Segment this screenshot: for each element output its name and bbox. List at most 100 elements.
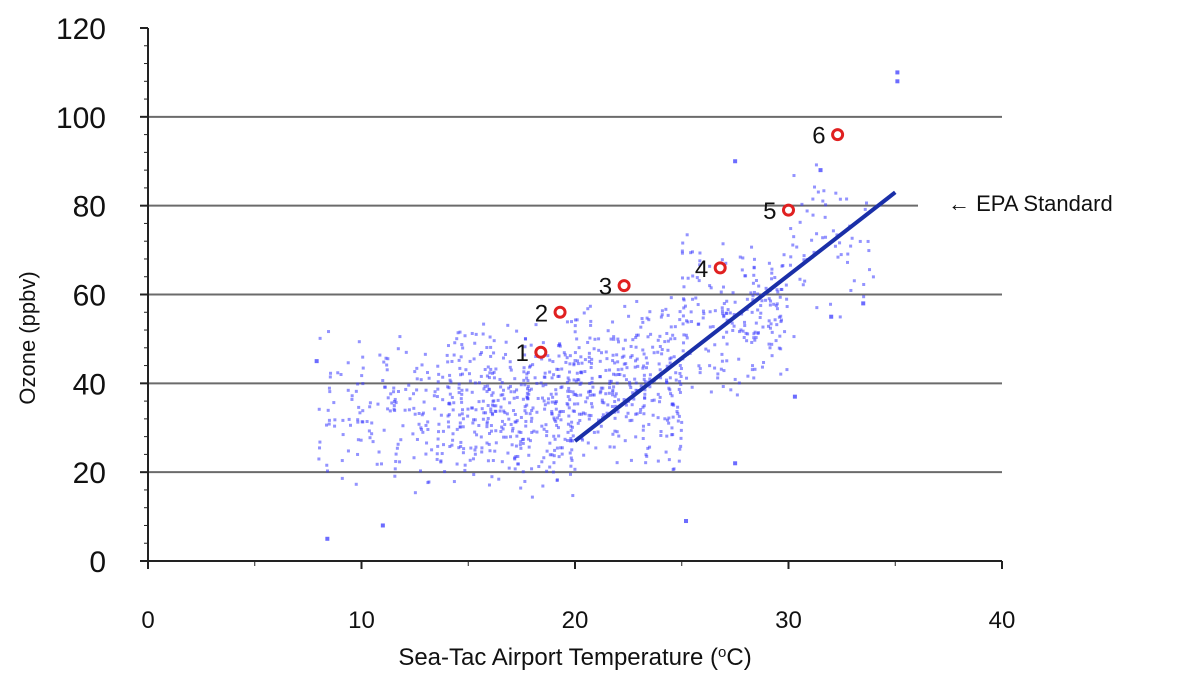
scatter-point — [678, 390, 682, 394]
scatter-point — [590, 405, 594, 409]
scatter-point — [733, 461, 738, 466]
scatter-point — [569, 320, 573, 324]
scatter-point — [671, 333, 675, 337]
scatter-point — [680, 249, 684, 253]
scatter-point — [698, 371, 702, 375]
scatter-point — [523, 383, 527, 387]
scatter-point — [458, 421, 462, 425]
scatter-point — [452, 353, 456, 357]
scatter-point — [385, 363, 389, 367]
scatter-point — [461, 417, 465, 421]
scatter-point — [412, 456, 416, 460]
scatter-point — [586, 307, 590, 311]
scatter-point — [642, 377, 646, 381]
scatter-point — [617, 398, 621, 402]
scatter-point — [339, 373, 343, 377]
scatter-point — [554, 407, 558, 411]
scatter-point — [327, 418, 331, 422]
scatter-point — [475, 433, 479, 437]
scatter-point — [642, 364, 646, 368]
scatter-point — [663, 340, 667, 344]
scatter-point — [420, 363, 424, 367]
scatter-point — [470, 331, 474, 335]
scatter-point — [658, 400, 662, 404]
scatter-point — [583, 412, 587, 416]
scatter-point — [489, 354, 493, 358]
scatter-point — [492, 404, 496, 408]
scatter-point — [403, 408, 407, 412]
scatter-point — [754, 279, 758, 283]
scatter-point — [689, 310, 693, 314]
scatter-point — [599, 424, 603, 428]
scatter-point — [651, 413, 655, 417]
scatter-point — [623, 439, 627, 443]
scatter-point — [503, 423, 507, 427]
scatter-point — [523, 409, 527, 413]
scatter-point — [419, 378, 423, 382]
scatter-point — [668, 388, 672, 392]
scatter-point — [685, 376, 689, 380]
scatter-point — [477, 423, 481, 427]
scatter-point — [895, 70, 900, 75]
scatter-point — [485, 441, 489, 445]
scatter-point — [605, 357, 609, 361]
scatter-point — [863, 207, 867, 211]
scatter-point — [413, 491, 417, 495]
scatter-point — [576, 359, 580, 363]
scatter-point — [656, 338, 660, 342]
scatter-point — [708, 264, 712, 268]
scatter-point — [554, 388, 558, 392]
scatter-point — [461, 346, 465, 350]
scatter-point — [865, 201, 869, 205]
gridlines — [148, 115, 1002, 474]
scatter-point — [534, 354, 538, 358]
scatter-point — [509, 390, 513, 394]
scatter-point — [598, 375, 602, 379]
scatter-point — [489, 429, 493, 433]
scatter-point — [586, 441, 590, 445]
scatter-point — [394, 401, 398, 405]
scatter-point — [404, 350, 408, 354]
scatter-point — [648, 445, 652, 449]
scatter-point — [446, 414, 450, 418]
scatter-point — [579, 370, 583, 374]
scatter-point — [612, 445, 616, 449]
scatter-point — [590, 376, 594, 380]
scatter-point — [698, 251, 702, 255]
scatter-point — [767, 319, 771, 323]
scatter-point — [559, 446, 563, 450]
scatter-point — [659, 315, 663, 319]
scatter-point — [559, 409, 563, 413]
y-tick-label: 0 — [89, 546, 106, 579]
scatter-point — [389, 392, 393, 396]
scatter-point — [772, 302, 776, 306]
scatter-point — [639, 408, 643, 412]
scatter-point — [725, 359, 729, 363]
scatter-point — [767, 297, 771, 301]
scatter-point — [479, 374, 483, 378]
scatter-point — [577, 378, 581, 382]
scatter-point — [596, 418, 600, 422]
scatter-point — [513, 420, 517, 424]
scatter-point — [638, 411, 642, 415]
scatter-point — [756, 292, 760, 296]
scatter-point — [644, 453, 648, 457]
scatter-point — [489, 367, 493, 371]
scatter-point — [611, 393, 615, 397]
scatter-point — [852, 279, 856, 283]
scatter-point — [583, 370, 587, 374]
scatter-point — [537, 465, 541, 469]
scatter-point — [361, 355, 365, 359]
scatter-point — [494, 404, 498, 408]
scatter-point — [702, 312, 706, 316]
scatter-point — [567, 378, 571, 382]
scatter-point — [341, 433, 345, 437]
scatter-point — [658, 395, 662, 399]
scatter-point — [678, 310, 682, 314]
marker-circle-1 — [534, 345, 548, 359]
scatter-point — [542, 456, 546, 460]
scatter-point — [664, 378, 668, 382]
scatter-point — [425, 441, 429, 445]
scatter-point — [325, 463, 329, 467]
scatter-point — [356, 452, 360, 456]
